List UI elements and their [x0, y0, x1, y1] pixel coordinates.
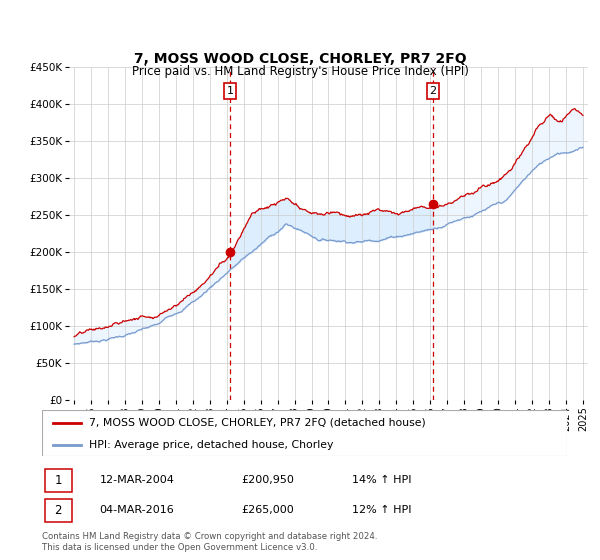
Text: HPI: Average price, detached house, Chorley: HPI: Average price, detached house, Chor…	[89, 440, 334, 450]
Text: 12-MAR-2004: 12-MAR-2004	[100, 475, 175, 485]
FancyBboxPatch shape	[44, 469, 72, 492]
Text: 7, MOSS WOOD CLOSE, CHORLEY, PR7 2FQ (detached house): 7, MOSS WOOD CLOSE, CHORLEY, PR7 2FQ (de…	[89, 418, 426, 428]
Text: This data is licensed under the Open Government Licence v3.0.: This data is licensed under the Open Gov…	[42, 543, 317, 552]
Text: 12% ↑ HPI: 12% ↑ HPI	[352, 505, 411, 515]
Text: Contains HM Land Registry data © Crown copyright and database right 2024.: Contains HM Land Registry data © Crown c…	[42, 532, 377, 541]
Text: 2: 2	[55, 504, 62, 517]
Text: 04-MAR-2016: 04-MAR-2016	[100, 505, 175, 515]
FancyBboxPatch shape	[44, 499, 72, 522]
Text: £200,950: £200,950	[241, 475, 295, 485]
Text: £265,000: £265,000	[241, 505, 294, 515]
Text: 2: 2	[430, 86, 437, 96]
Text: Price paid vs. HM Land Registry's House Price Index (HPI): Price paid vs. HM Land Registry's House …	[131, 65, 469, 78]
Text: 14% ↑ HPI: 14% ↑ HPI	[352, 475, 411, 485]
Text: 1: 1	[55, 474, 62, 487]
Text: 1: 1	[226, 86, 233, 96]
FancyBboxPatch shape	[42, 410, 567, 456]
Text: 7, MOSS WOOD CLOSE, CHORLEY, PR7 2FQ: 7, MOSS WOOD CLOSE, CHORLEY, PR7 2FQ	[134, 52, 466, 66]
